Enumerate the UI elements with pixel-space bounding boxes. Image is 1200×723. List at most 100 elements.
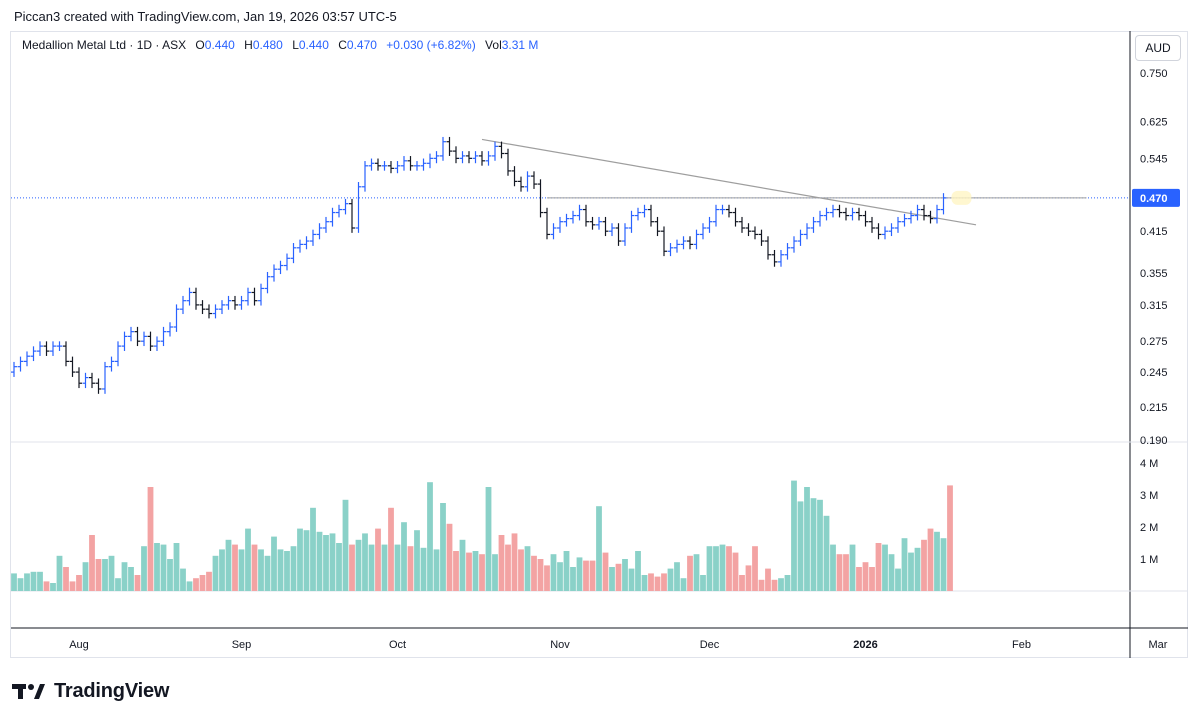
volume-tick-label: 1 M	[1140, 554, 1158, 566]
volume-bar	[76, 575, 82, 591]
volume-bar	[381, 544, 388, 591]
volume-bar	[368, 544, 375, 591]
volume-bar	[414, 530, 420, 591]
volume-bar	[173, 543, 180, 591]
volume-bar	[719, 544, 726, 591]
volume-bar	[310, 507, 316, 591]
time-axis-label: Sep	[232, 639, 252, 651]
volume-bar	[232, 544, 238, 591]
volume-bar	[472, 551, 479, 591]
volume-bar	[589, 560, 596, 591]
tradingview-logo[interactable]: TradingView	[12, 680, 169, 703]
volume-bar	[329, 533, 336, 591]
volume-bar	[778, 578, 784, 591]
volume-bar	[602, 552, 609, 591]
volume-bar	[758, 579, 765, 591]
volume-bar	[531, 555, 537, 591]
volume-bar	[843, 554, 849, 591]
volume-bar	[219, 549, 225, 591]
volume-bar	[446, 523, 453, 591]
volume-bar	[518, 549, 524, 591]
volume-bar	[524, 546, 531, 591]
volume-bar	[791, 480, 797, 591]
time-axis-label: Mar	[1149, 639, 1168, 651]
volume-bar	[69, 581, 76, 591]
volume-bar	[180, 568, 186, 591]
close-label: C	[338, 38, 347, 52]
volume-bar	[804, 487, 810, 591]
volume-bar	[667, 568, 674, 591]
symbol-name[interactable]: Medallion Metal Ltd · 1D · ASX	[22, 38, 187, 52]
volume-bar	[362, 533, 368, 591]
volume-bar	[128, 567, 134, 591]
volume-bar	[583, 560, 589, 591]
last-price-badge	[1132, 188, 1180, 207]
volume-bar	[316, 531, 323, 591]
volume-bar	[355, 539, 362, 591]
volume-bar	[635, 551, 641, 591]
last-price-label: 0.470	[1140, 193, 1168, 205]
volume-bar	[134, 575, 141, 591]
volume-bar	[615, 563, 622, 591]
change-value: +0.030 (+6.82%)	[386, 38, 476, 52]
volume-bar	[459, 539, 466, 591]
volume-bar	[849, 544, 856, 591]
volume-bar	[186, 581, 193, 591]
time-axis-label: Oct	[389, 639, 406, 651]
volume-bar	[856, 567, 862, 591]
volume-bar	[89, 535, 95, 591]
open-value: 0.440	[204, 38, 235, 52]
volume-bar	[713, 546, 719, 591]
volume-bar	[115, 578, 121, 591]
last-bar-highlight	[951, 190, 972, 205]
volume-bar	[823, 515, 830, 591]
time-axis-label: Aug	[69, 639, 89, 651]
volume-bar	[706, 546, 713, 591]
volume-bar	[830, 544, 836, 591]
volume-bar	[206, 571, 212, 591]
volume-bar	[576, 557, 583, 591]
volume-bar	[570, 567, 576, 591]
volume-bar	[225, 539, 232, 591]
close-value: 0.470	[346, 38, 377, 52]
volume-bar	[420, 547, 427, 591]
volume-bar	[323, 535, 329, 591]
volume-bar	[498, 535, 505, 591]
volume-bar	[167, 559, 173, 591]
volume-bar	[375, 528, 381, 591]
volume-bar	[290, 546, 297, 591]
volume-bar	[24, 573, 30, 591]
trendline	[481, 138, 977, 226]
volume-bar	[82, 562, 89, 591]
time-axis-label: Dec	[700, 639, 720, 651]
volume-bar	[596, 506, 602, 591]
volume-bar	[11, 573, 17, 591]
volume-bar	[726, 546, 732, 591]
volume-bar	[401, 522, 407, 591]
volume-bar	[303, 530, 310, 591]
volume-bar	[745, 565, 752, 591]
currency-button[interactable]: AUD	[1135, 35, 1181, 61]
volume-bar	[108, 555, 115, 591]
price-tick-label: 0.355	[1140, 268, 1168, 280]
low-value: 0.440	[298, 38, 329, 52]
volume-bar	[810, 498, 817, 591]
volume-bar	[693, 554, 700, 591]
volume-bar	[661, 573, 667, 591]
price-tick-label: 0.315	[1140, 300, 1168, 312]
volume-bar	[817, 499, 823, 591]
volume-bar	[50, 583, 56, 591]
volume-bar	[271, 536, 277, 591]
volume-bar	[394, 544, 401, 591]
volume-bar	[63, 567, 69, 591]
volume-bar	[537, 559, 544, 591]
volume-bar	[95, 559, 102, 591]
volume-label: Vol	[485, 38, 502, 52]
volume-bar	[56, 555, 63, 591]
time-axis-label: Nov	[550, 639, 570, 651]
volume-bar	[479, 554, 485, 591]
volume-bar	[102, 559, 108, 591]
volume-tick-label: 4 M	[1140, 458, 1158, 470]
volume-bar	[342, 499, 349, 591]
